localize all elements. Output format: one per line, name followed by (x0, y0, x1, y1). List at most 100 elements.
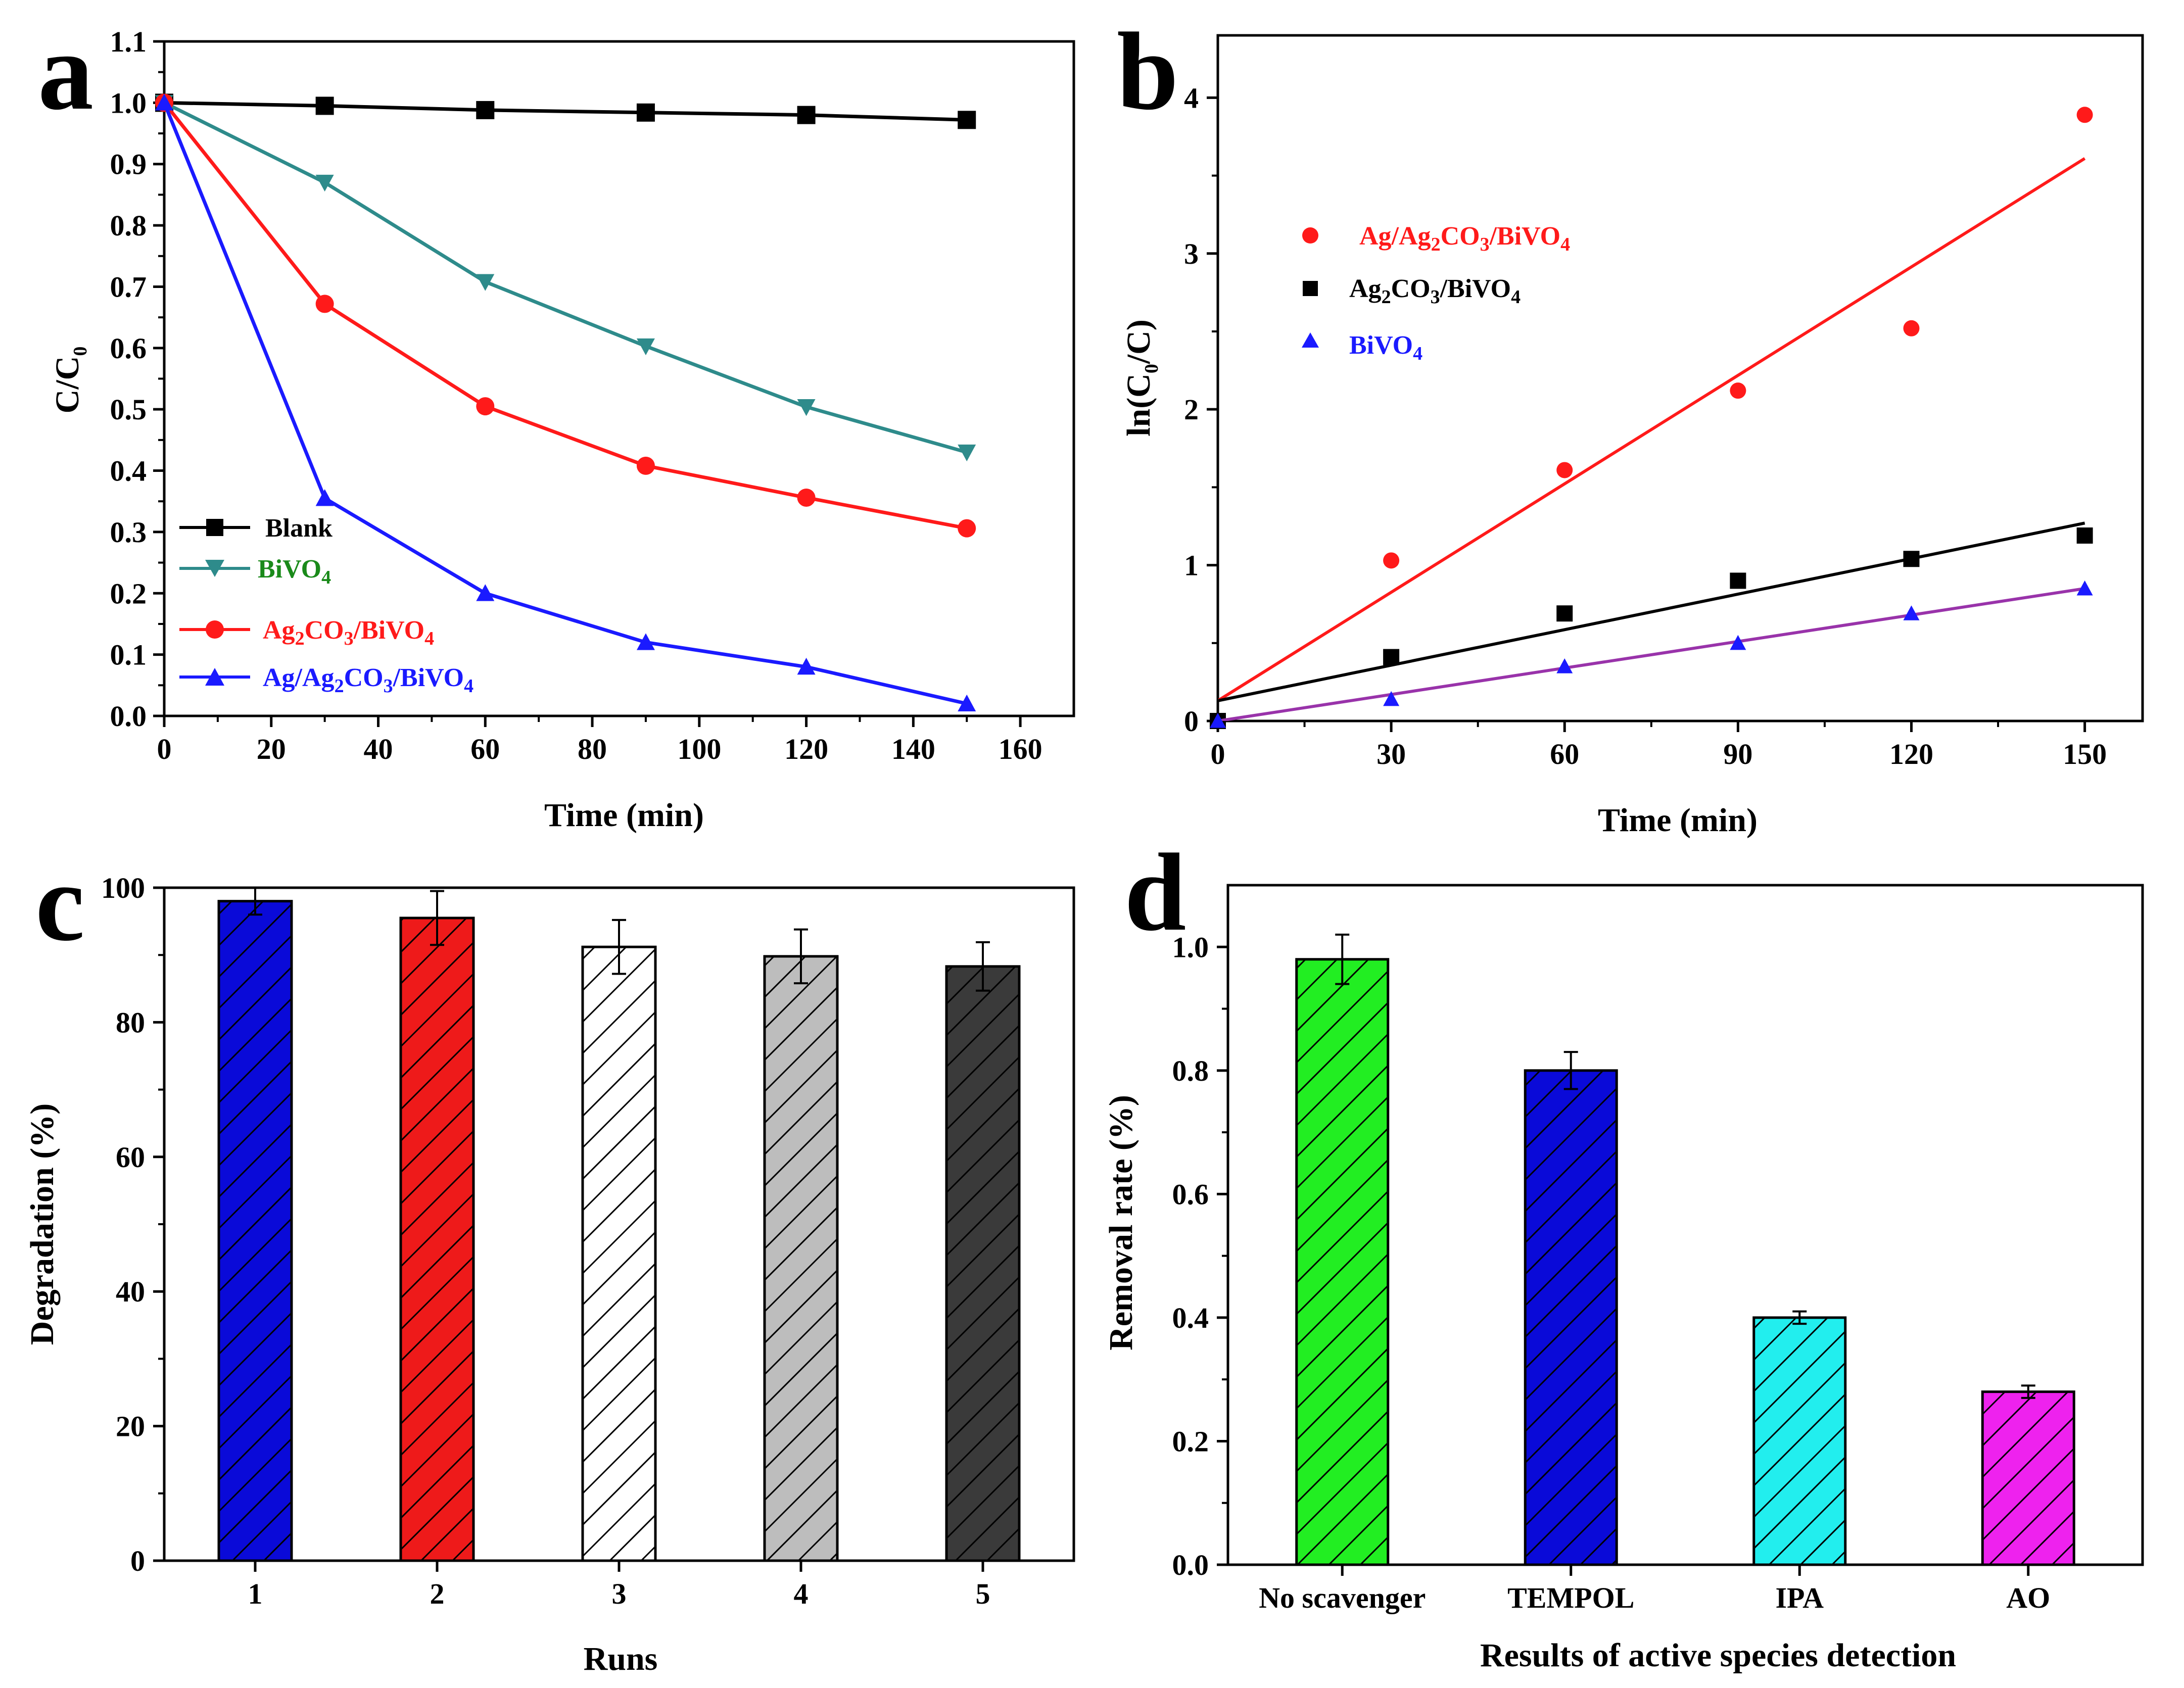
svg-text:Ag/Ag2CO3/BiVO4: Ag/Ag2CO3/BiVO4 (1359, 222, 1570, 255)
panel-c-bars (217, 887, 1021, 1562)
x-tick-label: 80 (578, 733, 607, 765)
y-tick-label: 1 (1184, 549, 1199, 582)
panel-d-ticks: No scavenger TEMPOL IPA AO 0.0 0.2 0.4 0.6 0.8 1.… (1172, 931, 2051, 1614)
x-tick-label: 0 (157, 733, 172, 765)
data-point (1556, 462, 1573, 478)
panel-a-series (155, 93, 976, 712)
x-tick-label: 120 (784, 733, 828, 765)
y-tick-label: 0.4 (110, 455, 147, 488)
bar-hatch (1752, 1316, 1847, 1566)
y-tick-label: 0.2 (110, 577, 147, 610)
x-tick-label: 150 (2063, 738, 2107, 770)
x-tick-label: 100 (677, 733, 721, 765)
x-tick-label: 30 (1376, 738, 1406, 770)
data-point (2076, 527, 2093, 544)
x-tick-label: 40 (364, 733, 393, 765)
data-point (1556, 658, 1573, 673)
data-point (1903, 551, 1920, 567)
data-point (476, 101, 495, 119)
data-point (797, 106, 816, 124)
legend-item-b-ag2co3-bivo4: Ag2CO3/BiVO4 (1303, 274, 1521, 308)
fit-line (1218, 587, 2085, 721)
data-point (958, 694, 976, 712)
x-tick-label: 60 (1550, 738, 1579, 770)
bar-hatch (1524, 1069, 1618, 1566)
y-tick-label: 100 (101, 872, 145, 904)
y-tick-label: 0.0 (1172, 1549, 1209, 1581)
data-point (1210, 713, 1226, 728)
x-tick-label: 1 (248, 1577, 263, 1610)
data-point (797, 488, 816, 507)
panel-d-ylabel: Removal rate (%) (1103, 1095, 1140, 1351)
x-tick-label: 4 (794, 1577, 809, 1610)
panel-b-letter: b (1117, 10, 1178, 133)
bar-hatch (763, 955, 839, 1562)
y-tick-label: 1.0 (110, 86, 147, 119)
fit-line (1218, 157, 2086, 702)
series-line (164, 102, 968, 706)
y-tick-label: 0.9 (110, 148, 147, 181)
data-point (636, 456, 655, 475)
data-point (797, 399, 816, 416)
fit-line (1218, 521, 2085, 702)
y-tick-label: 0.4 (1172, 1301, 1209, 1334)
y-tick-label: 0.3 (110, 516, 147, 549)
legend-item-b-ag-ag2co3-bivo4: Ag/Ag2CO3/BiVO4 (1302, 222, 1570, 255)
panel-b-ylabel: ln(C0/C) (1120, 319, 1162, 437)
data-point (2076, 107, 2093, 123)
panel-c-xlabel: Runs (584, 1641, 658, 1677)
svg-text:BiVO4: BiVO4 (258, 555, 331, 588)
data-point (958, 519, 976, 538)
panel-a-ticks: 0 20 40 60 80 100 120 140 160 0.0 0.1 0.2 0.3 0.4 0.5 0… (110, 25, 1042, 765)
data-point (2076, 580, 2093, 596)
panel-a-xlabel: Time (min) (544, 797, 704, 834)
data-point (958, 444, 976, 462)
panel-b-xlabel: Time (min) (1598, 802, 1758, 839)
panel-a-frame (163, 40, 1075, 717)
data-point (1730, 572, 1746, 589)
panel-b: b 0 30 60 90 120 150 0 1 2 3 4 Time (min) ln(C0/C)… (1117, 10, 2144, 839)
y-tick-label: 0.7 (110, 270, 147, 303)
data-point (958, 111, 976, 129)
data-point (315, 174, 334, 192)
y-tick-label: 0.8 (110, 209, 147, 242)
svg-text:Ag2CO3/BiVO4: Ag2CO3/BiVO4 (1349, 274, 1521, 308)
panel-d: d No scavenger TEMPOL IPA AO 0.0 0.2 0.4 0.6 0.8… (1103, 831, 2144, 1674)
y-tick-label: 0.5 (110, 393, 147, 426)
y-tick-label: 0.2 (1172, 1425, 1209, 1458)
x-tick-label: 2 (430, 1577, 445, 1610)
data-point (1730, 382, 1746, 399)
panel-d-frame (1226, 884, 2144, 1566)
series-line (164, 101, 968, 454)
x-tick-label: 0 (1211, 738, 1225, 770)
y-tick-label: 80 (116, 1006, 145, 1039)
data-point (1730, 635, 1746, 650)
data-point (636, 103, 655, 122)
data-point (636, 338, 655, 356)
data-point (1383, 649, 1400, 665)
bar-hatch (1981, 1390, 2075, 1566)
panel-d-bars (1295, 933, 2075, 1566)
svg-text:Ag/Ag2CO3/BiVO4: Ag/Ag2CO3/BiVO4 (263, 663, 473, 697)
x-tick-label: 120 (1889, 738, 1933, 770)
y-tick-label: 0.1 (110, 639, 147, 671)
y-tick-label: 2 (1184, 393, 1199, 426)
y-tick-label: 1.1 (110, 25, 147, 58)
panel-b-series (1210, 107, 2093, 729)
y-tick-label: 4 (1184, 81, 1199, 114)
panel-b-frame (1216, 34, 2144, 722)
svg-text:Ag2CO3/BiVO4: Ag2CO3/BiVO4 (263, 616, 434, 649)
panel-d-xlabel: Results of active species detection (1480, 1637, 1956, 1674)
y-tick-label: 3 (1184, 237, 1199, 270)
svg-text:BiVO4: BiVO4 (1349, 331, 1422, 364)
data-point (315, 489, 334, 506)
panel-c-letter: c (35, 841, 85, 964)
y-tick-label: 0.8 (1172, 1054, 1209, 1087)
data-point (1903, 320, 1920, 336)
x-tick-label: 20 (257, 733, 286, 765)
panel-c-ticks: 1 2 3 4 5 0 20 40 60 80 100 (101, 872, 990, 1610)
data-point (1903, 605, 1920, 620)
panel-a-legend: Blank BiVO4 Ag2CO3/BiVO4 Ag/Ag2CO3/BiVO4 (179, 514, 473, 697)
series-line (164, 101, 967, 122)
